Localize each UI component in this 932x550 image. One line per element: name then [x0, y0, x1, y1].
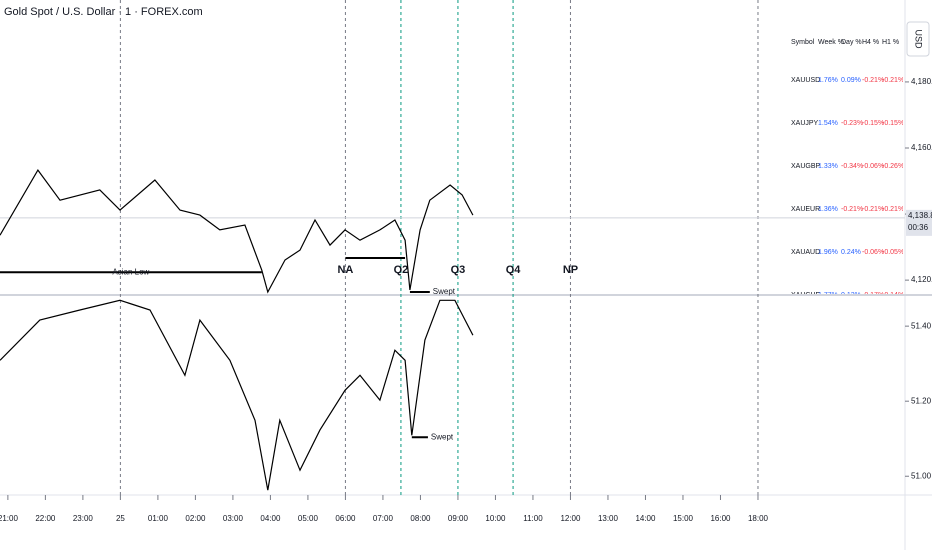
table-cell: -0.34% [841, 163, 863, 170]
session-label: Q4 [506, 264, 522, 276]
table-cell: -0.21% [862, 206, 884, 213]
table-cell: XAUAUD [791, 249, 820, 256]
table-cell: 1.54% [818, 120, 838, 127]
x-tick-label: 08:00 [410, 514, 431, 523]
x-tick-label: 01:00 [148, 514, 169, 523]
table-cell: -0.14% [882, 292, 904, 299]
table-cell: -0.21% [882, 206, 904, 213]
table-cell: XAUUSD [791, 77, 820, 84]
table-cell: -0.17% [862, 292, 884, 299]
table-cell: 0.12% [841, 292, 861, 299]
table-header: H4 % [862, 39, 879, 46]
x-tick-label: 25 [116, 514, 125, 523]
table-cell: 1.77% [818, 292, 838, 299]
x-tick-label: 02:00 [185, 514, 206, 523]
table-cell: 0.09% [841, 77, 861, 84]
price-line [0, 169, 474, 294]
y-tick-label: 51.40 [911, 321, 932, 330]
table-header: Symbol [791, 39, 815, 46]
table-cell: -0.15% [882, 120, 904, 127]
table-header: H1 % [882, 39, 899, 46]
x-tick-label: 22:00 [35, 514, 56, 523]
level-label: Swept [433, 287, 456, 296]
table-cell: -0.15% [862, 120, 884, 127]
x-tick-label: 07:00 [373, 514, 394, 523]
y-tick-label: 51.00 [911, 471, 932, 480]
table-cell: 0.24% [841, 249, 861, 256]
x-tick-label: 10:00 [485, 514, 506, 523]
session-label: Q3 [451, 264, 466, 276]
x-tick-label: 18:00 [748, 514, 769, 523]
table-cell: XAUCHF [791, 292, 820, 299]
last-price-label: 4,138.85 [908, 211, 932, 220]
x-tick-label: 06:00 [335, 514, 356, 523]
session-label: Q2 [394, 264, 409, 276]
level-label: Asian Low [112, 267, 149, 276]
table-cell: -0.06% [862, 163, 884, 170]
table-cell: XAUGBP [791, 163, 821, 170]
table-cell: -0.23% [841, 120, 863, 127]
table-cell: -0.21% [882, 77, 904, 84]
table-cell: -0.26% [882, 163, 904, 170]
x-tick-label: 23:00 [73, 514, 94, 523]
x-tick-label: 13:00 [598, 514, 619, 523]
session-label: NA [337, 264, 353, 276]
x-tick-label: 16:00 [710, 514, 731, 523]
table-cell: -0.06% [862, 249, 884, 256]
table-header: Day % [841, 39, 862, 46]
table-cell: 1.76% [818, 77, 838, 84]
x-tick-label: 14:00 [635, 514, 656, 523]
currency-box[interactable] [906, 21, 930, 57]
x-tick-label: 05:00 [298, 514, 319, 523]
table-cell: 1.33% [818, 163, 838, 170]
table-cell: 1.96% [818, 249, 838, 256]
y-tick-label: 4,180.00 [911, 77, 932, 86]
x-tick-label: 15:00 [673, 514, 694, 523]
table-cell: XAUEUR [791, 206, 820, 213]
y-tick-label: 51.20 [911, 396, 932, 405]
x-tick-label: 09:00 [448, 514, 469, 523]
symbol-title: Gold Spot / U.S. Dollar · 1 · FOREX.com [4, 6, 203, 18]
x-tick-label: 04:00 [260, 514, 281, 523]
table-cell: -0.21% [841, 206, 863, 213]
table-cell: -0.05% [882, 249, 904, 256]
table-cell: XAUJPY [791, 120, 819, 127]
session-label: NP [563, 264, 578, 276]
y-tick-label: 4,160.00 [911, 143, 932, 152]
x-tick-label: 03:00 [223, 514, 244, 523]
currency-label[interactable]: USD [914, 29, 924, 49]
table-header: Week % [818, 39, 844, 46]
price-line [0, 299, 474, 491]
x-tick-label: 11:00 [523, 514, 543, 523]
x-tick-label: 21:00 [0, 514, 18, 523]
countdown-label: 00:36 [908, 223, 929, 232]
last-price-box [906, 209, 932, 236]
y-tick-label: 4,120.00 [911, 275, 932, 284]
table-cell: 1.36% [818, 206, 838, 213]
level-label: Swept [431, 432, 454, 441]
x-tick-label: 12:00 [560, 514, 581, 523]
table-cell: -0.21% [862, 77, 884, 84]
